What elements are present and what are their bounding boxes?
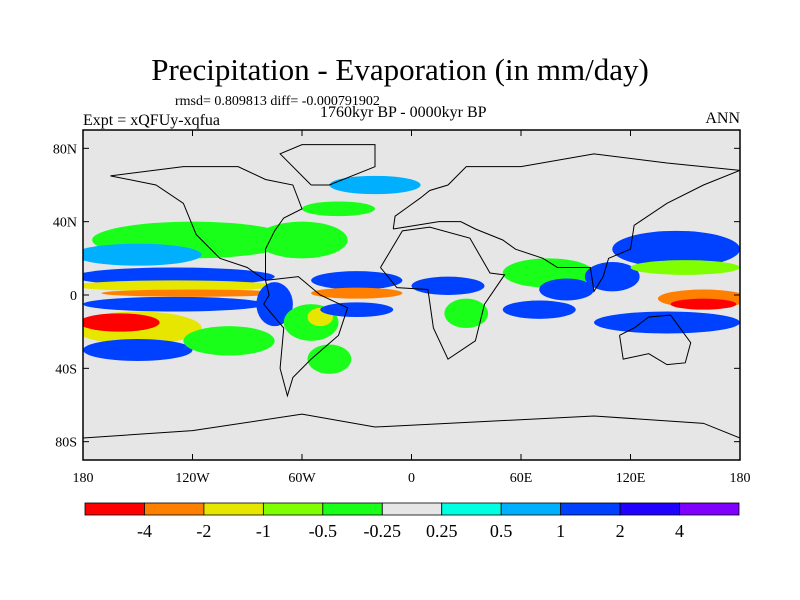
x-tick-label: 60W [288,471,316,486]
x-tick-label: 120W [175,471,210,486]
colorbar-label: 0.25 [426,521,458,541]
field-region [630,260,740,275]
x-tick-label: 180 [730,471,751,486]
field-region [83,313,160,332]
colorbar-label: -1 [256,521,271,541]
colorbar-box [84,502,145,516]
field-region [83,243,202,266]
coastline [380,226,506,360]
colorbar-box [262,502,324,516]
colorbar-box [560,502,621,516]
coastline [619,314,692,366]
y-tick-label: 80N [53,142,77,157]
colorbar-box [500,502,562,516]
field-region [329,175,421,195]
colorbar-label: -0.5 [309,521,338,541]
colorbar-label: 4 [675,521,684,541]
field-region [670,298,737,310]
colorbar-box [441,502,502,516]
colorbar-box [679,502,740,516]
y-tick-label: 80S [55,436,77,451]
field-region [311,271,403,290]
season-label: ANN [705,110,740,127]
colorbar-label: 1 [556,521,565,541]
period-label: 1760kyr BP - 0000kyr BP [320,104,487,121]
y-tick-label: 40S [55,362,77,377]
colorbar-label: -0.25 [364,521,402,541]
field-region [612,230,740,268]
field-layer [83,144,740,439]
y-tick-label: 40N [53,216,77,231]
x-tick-label: 120E [616,471,646,486]
field-region [256,221,348,259]
colorbar-box [144,502,205,516]
x-tick-label: 60E [510,471,533,486]
colorbar-label: 2 [616,521,625,541]
colorbar-label: -4 [137,521,152,541]
colorbar-box [619,502,680,516]
coastline [263,276,349,398]
x-tick-label: 180 [73,471,94,486]
statistics-label: rmsd= 0.809813 diff= -0.000791902 [175,94,380,109]
field-region [83,280,275,292]
field-region [83,339,193,361]
colorbar-label: 0.5 [490,521,513,541]
colorbar-box [381,502,443,516]
field-region [320,302,394,317]
plot-title: Precipitation - Evaporation (in mm/day) [151,52,649,87]
field-region [302,201,375,217]
coastline [392,153,740,293]
x-tick-label: 0 [408,471,415,486]
colorbar-box [203,502,264,516]
coastline [279,144,376,186]
field-region [256,282,293,327]
field-region [502,300,576,319]
field-region [101,289,284,297]
field-region [594,311,740,334]
coastline [110,166,303,282]
field-region [444,298,489,329]
colorbar-box [322,502,383,516]
field-region [83,296,266,312]
field-region [183,326,275,356]
field-region [311,287,403,299]
colorbar-label: -2 [196,521,211,541]
experiment-label: Expt = xQFUy-xqfua [83,112,221,129]
y-tick-label: 0 [70,289,77,304]
coastline [83,413,740,439]
field-region [307,344,352,374]
field-region [411,276,485,296]
field-region [539,278,594,301]
